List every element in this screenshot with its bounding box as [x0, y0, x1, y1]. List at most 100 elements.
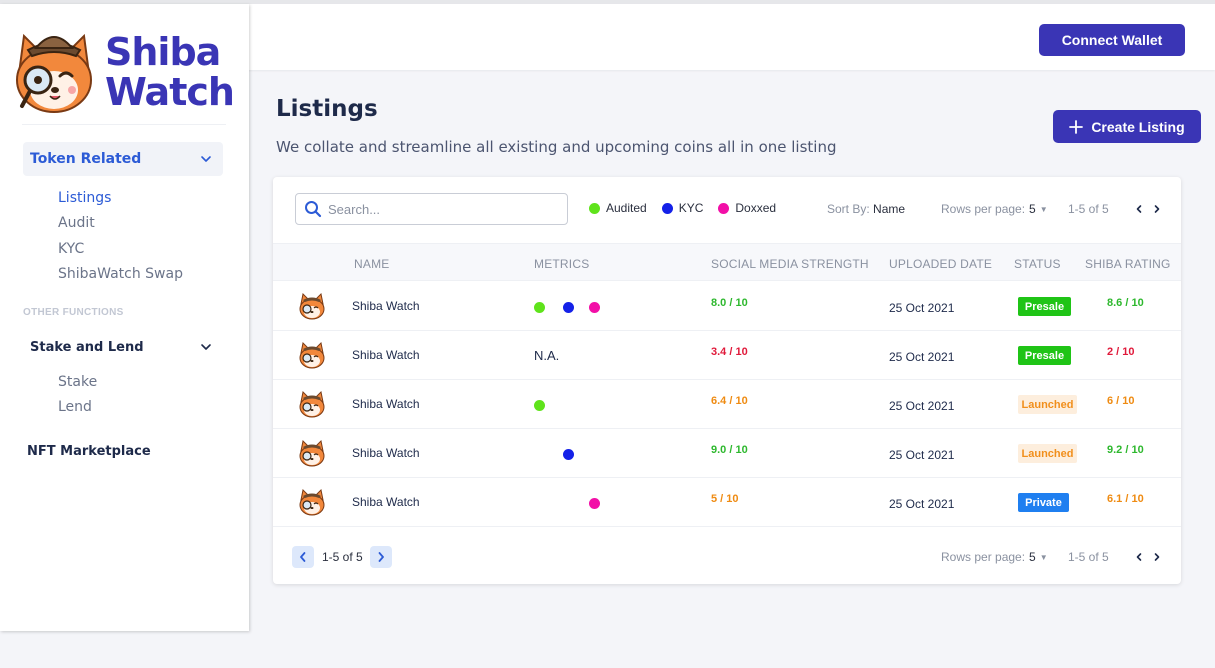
sidebar-group-label: Token Related	[30, 151, 142, 167]
kyc-dot-icon	[563, 449, 574, 460]
search-input[interactable]	[328, 201, 548, 217]
top-strip	[0, 0, 1215, 4]
create-listing-button[interactable]: Create Listing	[1053, 110, 1201, 143]
column-header-metrics[interactable]: METRICS	[534, 257, 590, 271]
table-row[interactable]: Shiba Watch 5 / 10 25 Oct 2021 Private 6.1 /…	[273, 478, 1181, 527]
cell-shiba-rating: 6 / 10	[1107, 395, 1135, 407]
rows-per-page-value: 5	[1029, 202, 1036, 216]
prev-page-icon[interactable]	[1132, 202, 1146, 216]
shiba-avatar-icon	[297, 340, 327, 370]
audited-dot-icon	[534, 302, 545, 313]
cell-shiba-rating: 6.1 / 10	[1107, 493, 1144, 505]
section-label-other-functions: OTHER FUNCTIONS	[23, 307, 124, 318]
status-badge: Presale	[1018, 346, 1071, 365]
column-header-social[interactable]: SOCIAL MEDIA STRENGTH	[711, 257, 869, 271]
sidebar-item-kyc[interactable]: KYC	[58, 241, 85, 257]
shiba-avatar-icon	[297, 487, 327, 517]
cell-uploaded-date: 25 Oct 2021	[889, 448, 955, 462]
footer-pagination-range: 1-5 of 5	[1068, 550, 1109, 564]
search-icon	[305, 201, 322, 218]
column-header-name[interactable]: NAME	[354, 257, 390, 271]
cell-social-strength: 9.0 / 10	[711, 444, 748, 456]
cell-social-strength: 5 / 10	[711, 493, 739, 505]
sort-by-label: Sort By:	[827, 202, 870, 216]
shiba-mascot-icon	[16, 33, 92, 113]
rows-per-page-value: 5	[1029, 550, 1036, 564]
cell-shiba-rating: 8.6 / 10	[1107, 297, 1144, 309]
sidebar-item-stake[interactable]: Stake	[58, 374, 98, 390]
metrics-legend: Audited KYC Doxxed	[589, 201, 785, 215]
cell-uploaded-date: 25 Oct 2021	[889, 497, 955, 511]
search-box[interactable]	[295, 193, 568, 225]
doxxed-dot-icon	[589, 302, 600, 313]
cell-shiba-rating: 9.2 / 10	[1107, 444, 1144, 456]
logo[interactable]: Shiba Watch	[0, 4, 249, 124]
next-page-icon[interactable]	[1150, 550, 1164, 564]
footer-next-button[interactable]	[370, 546, 392, 568]
caret-down-icon: ▼	[1039, 204, 1048, 214]
cell-metrics-na: N.A.	[534, 348, 560, 363]
listings-card: Audited KYC Doxxed Sort By: Name Rows pe…	[273, 177, 1181, 584]
shiba-avatar-icon	[297, 438, 327, 468]
cell-name[interactable]: Shiba Watch	[352, 397, 420, 411]
brand-name: Shiba Watch	[105, 30, 235, 114]
cell-name[interactable]: Shiba Watch	[352, 446, 420, 460]
pagination-range: 1-5 of 5	[1068, 202, 1109, 216]
kyc-dot-icon	[563, 302, 574, 313]
table-row[interactable]: Shiba Watch 8.0 / 10 25 Oct 2021 Presale 8.6…	[273, 282, 1181, 331]
sidebar-item-lend[interactable]: Lend	[58, 399, 92, 415]
sort-by-value: Name	[873, 202, 906, 216]
doxxed-dot-icon	[718, 202, 730, 214]
kyc-dot-icon	[661, 202, 673, 214]
table-row[interactable]: Shiba Watch N.A. 3.4 / 10 25 Oct 2021 Presal…	[273, 331, 1181, 380]
brand-line-1: Shiba	[105, 30, 221, 74]
legend-label-doxxed: Doxxed	[735, 201, 777, 215]
connect-wallet-button[interactable]: Connect Wallet	[1039, 24, 1185, 56]
shiba-avatar-icon	[297, 389, 327, 419]
table-row[interactable]: Shiba Watch 6.4 / 10 25 Oct 2021 Launched 6 …	[273, 380, 1181, 429]
legend-label-kyc: KYC	[678, 201, 704, 215]
cell-uploaded-date: 25 Oct 2021	[889, 301, 955, 315]
create-listing-label: Create Listing	[1091, 118, 1185, 135]
cell-name[interactable]: Shiba Watch	[352, 348, 420, 362]
sidebar: Shiba Watch Token Related Listings Audit…	[0, 4, 249, 631]
prev-page-icon[interactable]	[1132, 550, 1146, 564]
status-badge: Private	[1018, 493, 1069, 512]
cell-name[interactable]: Shiba Watch	[352, 299, 420, 313]
sidebar-item-swap[interactable]: ShibaWatch Swap	[58, 266, 183, 282]
footer-rows-per-page-select[interactable]: Rows per page: 5 ▼	[941, 550, 1048, 564]
cell-uploaded-date: 25 Oct 2021	[889, 350, 955, 364]
column-header-status[interactable]: STATUS	[1014, 257, 1061, 271]
sidebar-group-label: Stake and Lend	[30, 339, 144, 355]
cell-name[interactable]: Shiba Watch	[352, 495, 420, 509]
sidebar-group-token-related[interactable]: Token Related	[23, 142, 223, 176]
next-page-icon[interactable]	[1150, 202, 1164, 216]
status-badge: Launched	[1018, 395, 1077, 414]
sidebar-item-audit[interactable]: Audit	[58, 215, 95, 231]
footer-range: 1-5 of 5	[322, 550, 363, 564]
cell-social-strength: 3.4 / 10	[711, 346, 748, 358]
status-badge: Presale	[1018, 297, 1071, 316]
sidebar-item-listings[interactable]: Listings	[58, 190, 112, 206]
cell-uploaded-date: 25 Oct 2021	[889, 399, 955, 413]
table-header: NAME METRICS SOCIAL MEDIA STRENGTH UPLOA…	[273, 243, 1181, 281]
brand-line-2: Watch	[105, 70, 235, 114]
legend-label-audited: Audited	[606, 201, 647, 215]
doxxed-dot-icon	[589, 498, 600, 509]
column-header-date[interactable]: UPLOADED DATE	[889, 257, 993, 271]
sidebar-group-stake-and-lend[interactable]: Stake and Lend	[23, 330, 223, 364]
chevron-down-icon	[201, 344, 211, 350]
shiba-avatar-icon	[297, 291, 327, 321]
sidebar-item-nft-marketplace[interactable]: NFT Marketplace	[27, 444, 151, 459]
cell-social-strength: 8.0 / 10	[711, 297, 748, 309]
table-row[interactable]: Shiba Watch 9.0 / 10 25 Oct 2021 Launched 9.…	[273, 429, 1181, 478]
column-header-rating[interactable]: SHIBA RATING	[1085, 257, 1171, 271]
footer-prev-button[interactable]	[292, 546, 314, 568]
caret-down-icon: ▼	[1039, 552, 1048, 562]
status-badge: Launched	[1018, 444, 1077, 463]
audited-dot-icon	[534, 400, 545, 411]
sort-by-control[interactable]: Sort By: Name	[827, 202, 905, 216]
sidebar-divider	[22, 124, 226, 125]
cell-shiba-rating: 2 / 10	[1107, 346, 1135, 358]
rows-per-page-select[interactable]: Rows per page: 5 ▼	[941, 202, 1048, 216]
